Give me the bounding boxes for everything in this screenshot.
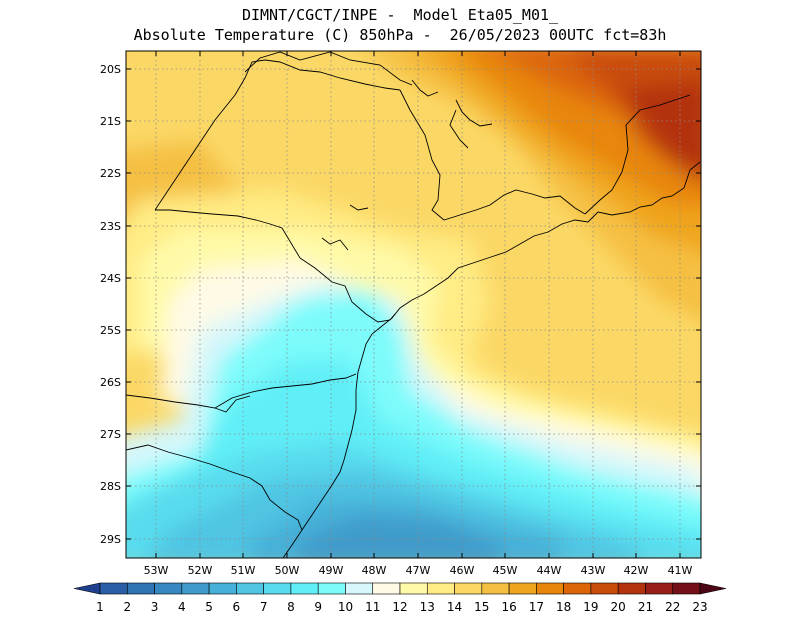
colorbar-swatch (617, 582, 646, 595)
lat-label: 21S (100, 115, 121, 128)
colorbar-swatch (645, 582, 674, 595)
lat-label: 29S (100, 533, 121, 546)
colorbar-label: 8 (287, 600, 295, 614)
colorbar-label: 23 (692, 600, 707, 614)
lat-label: 25S (100, 324, 121, 337)
colorbar-swatch (590, 582, 619, 595)
lon-label: 48W (362, 564, 387, 577)
border-pr-west (155, 209, 301, 259)
colorbar-label: 21 (638, 600, 653, 614)
colorbar-swatch (99, 582, 128, 595)
title-line-2: Absolute Temperature (C) 850hPa - 26/05/… (133, 26, 667, 44)
border-sc-rs (126, 444, 303, 531)
colorbar-label: 14 (447, 600, 462, 614)
graticule (126, 51, 701, 558)
lon-label: 49W (319, 564, 344, 577)
lon-label: 50W (275, 564, 300, 577)
colorbar-swatch (508, 582, 537, 595)
lon-label: 41W (668, 564, 693, 577)
colorbar-label: 17 (529, 600, 544, 614)
colorbar-swatch (372, 582, 401, 595)
lon-label: 42W (624, 564, 649, 577)
colorbar-label: 4 (178, 600, 186, 614)
colorbar-swatch (426, 582, 455, 595)
colorbar-swatch (154, 582, 183, 595)
colorbar-label: 6 (233, 600, 241, 614)
border-sp-ms (154, 59, 401, 211)
border-sp-pr (299, 257, 396, 323)
colorbar-swatch (454, 582, 483, 595)
colorbar-label: 18 (556, 600, 571, 614)
colorbar-swatch (208, 582, 237, 595)
lat-label: 23S (100, 220, 121, 233)
lon-label: 46W (450, 564, 475, 577)
colorbar-swatch (399, 582, 428, 595)
colorbar-label: 5 (205, 600, 213, 614)
colorbar-label: 3 (151, 600, 159, 614)
border-sp-mg (399, 89, 586, 221)
colorbar-label: 9 (314, 600, 322, 614)
colorbar-label: 19 (583, 600, 598, 614)
colorbar-swatch (290, 582, 319, 595)
colorbar-swatch (126, 582, 155, 595)
lat-label: 24S (100, 272, 121, 285)
title-line-1: DIMNT/CGCT/INPE - Model Eta05_M01_ (241, 6, 559, 24)
lon-label: 53W (144, 564, 169, 577)
lake-reservoirs (321, 79, 493, 251)
colorbar-swatch (236, 582, 264, 595)
colorbar-arrow-low (73, 582, 101, 595)
lon-label: 44W (537, 564, 562, 577)
colorbar-swatch (672, 582, 701, 595)
lat-label: 28S (100, 480, 121, 493)
colorbar-label: 13 (420, 600, 435, 614)
colorbar-swatch (317, 582, 346, 595)
colorbar-label: 16 (501, 600, 516, 614)
coastline (282, 161, 701, 558)
colorbar-swatch (563, 582, 592, 595)
lon-label: 52W (188, 564, 213, 577)
longitude-labels: 53W 52W 51W 50W 49W 48W 47W 46W 45W 44W 43W 42W 41W (144, 564, 693, 577)
colorbar-label: 15 (474, 600, 489, 614)
lon-label: 45W (493, 564, 518, 577)
latitude-labels: 20S 21S 22S 23S 24S 25S 26S 27S 28S 29S (100, 63, 121, 546)
colorbar-label: 10 (338, 600, 353, 614)
coastline-and-borders (126, 51, 701, 558)
temperature-field (126, 51, 701, 558)
map-frame (125, 50, 702, 559)
colorbar-swatch (263, 582, 292, 595)
lon-label: 51W (231, 564, 256, 577)
lat-label: 22S (100, 167, 121, 180)
colorbar-label: 2 (123, 600, 131, 614)
colorbar: 1 2 3 4 5 6 7 8 9 10 11 12 13 14 15 16 17 18 19 20 21 22 23 (73, 582, 727, 614)
lat-label: 27S (100, 428, 121, 441)
colorbar-swatch (181, 582, 210, 595)
colorbar-label: 22 (665, 600, 680, 614)
border-argentina (126, 394, 251, 413)
colorbar-label: 20 (611, 600, 626, 614)
border-mg-north (244, 51, 413, 86)
tick-marks (126, 51, 701, 558)
colorbar-swatch (481, 582, 510, 595)
colorbar-label: 7 (260, 600, 268, 614)
colorbar-arrow-high (699, 582, 727, 595)
colorbar-swatch (345, 582, 374, 595)
border-mg-es (584, 94, 691, 215)
colorbar-swatch (536, 582, 564, 595)
lat-label: 20S (100, 63, 121, 76)
border-pr-sc (214, 373, 357, 409)
lon-label: 47W (406, 564, 431, 577)
colorbar-label: 1 (96, 600, 104, 614)
lat-label: 26S (100, 376, 121, 389)
lon-label: 43W (581, 564, 606, 577)
colorbar-label: 12 (392, 600, 407, 614)
colorbar-label: 11 (365, 600, 380, 614)
